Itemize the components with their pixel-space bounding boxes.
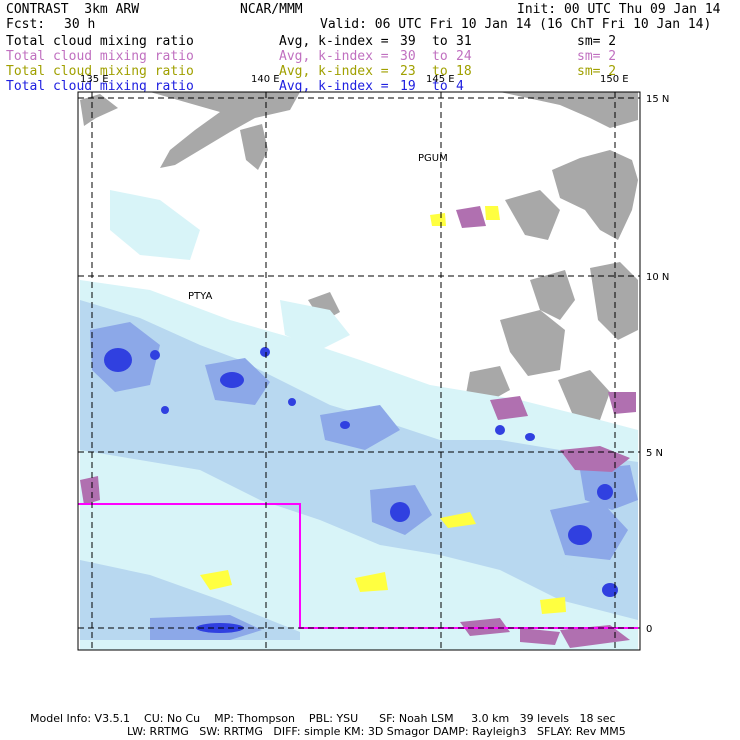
deep-blue-layer bbox=[104, 347, 618, 633]
field-stat: Avg, k-index = bbox=[279, 64, 389, 79]
yellow-layer bbox=[200, 206, 566, 614]
lon-label-150: 150 E bbox=[600, 74, 629, 85]
field-from: 30 bbox=[400, 49, 416, 64]
fcst-label: Fcst: bbox=[6, 17, 46, 32]
station-pgum: PGUM bbox=[418, 153, 448, 164]
field-stat: Avg, k-index = bbox=[279, 79, 389, 94]
field-from: 39 bbox=[400, 34, 416, 49]
fcst-value: 30 h bbox=[64, 17, 96, 32]
lon-label-145: 145 E bbox=[426, 74, 455, 85]
field-name: Total cloud mixing ratio bbox=[6, 79, 194, 94]
field-smoothing: sm= 2 bbox=[577, 64, 617, 79]
field-to: 18 bbox=[456, 64, 472, 79]
field-to: 4 bbox=[456, 79, 464, 94]
field-to: 31 bbox=[456, 34, 472, 49]
lon-label-135: 135 E bbox=[80, 74, 109, 85]
field-smoothing: sm= 2 bbox=[577, 34, 617, 49]
lat-label-0: 0 bbox=[646, 624, 652, 635]
map-frame bbox=[77, 91, 641, 651]
field-to-word: to bbox=[432, 79, 448, 94]
field-name: Total cloud mixing ratio bbox=[6, 49, 194, 64]
station-ptya: PTYA bbox=[188, 291, 212, 302]
field-smoothing: sm= 2 bbox=[577, 49, 617, 64]
field-to-word: to bbox=[432, 34, 448, 49]
model-info-line1: Model Info: V3.5.1 CU: No Cu MP: Thompso… bbox=[30, 712, 616, 725]
lat-label-15n: 15 N bbox=[646, 94, 669, 105]
gray-cloud-layer bbox=[80, 92, 638, 448]
graticule bbox=[78, 92, 640, 650]
lat-label-5n: 5 N bbox=[646, 448, 663, 459]
field-to-word: to bbox=[432, 49, 448, 64]
product-title: CONTRAST 3km ARW bbox=[6, 2, 140, 17]
field-from: 19 bbox=[400, 79, 416, 94]
field-from: 23 bbox=[400, 64, 416, 79]
lat-label-10n: 10 N bbox=[646, 272, 669, 283]
lon-label-140: 140 E bbox=[251, 74, 280, 85]
field-name: Total cloud mixing ratio bbox=[6, 34, 194, 49]
field-to-word: to bbox=[432, 64, 448, 79]
field-name: Total cloud mixing ratio bbox=[6, 64, 194, 79]
model-info-line2: LW: RRTMG SW: RRTMG DIFF: simple KM: 3D … bbox=[127, 725, 626, 738]
center-label: NCAR/MMM bbox=[240, 2, 303, 17]
field-stat: Avg, k-index = bbox=[279, 49, 389, 64]
init-time: Init: 00 UTC Thu 09 Jan 14 bbox=[517, 2, 721, 17]
field-to: 24 bbox=[456, 49, 472, 64]
field-stat: Avg, k-index = bbox=[279, 34, 389, 49]
valid-time: Valid: 06 UTC Fri 10 Jan 14 (16 ChT Fri … bbox=[320, 17, 712, 32]
